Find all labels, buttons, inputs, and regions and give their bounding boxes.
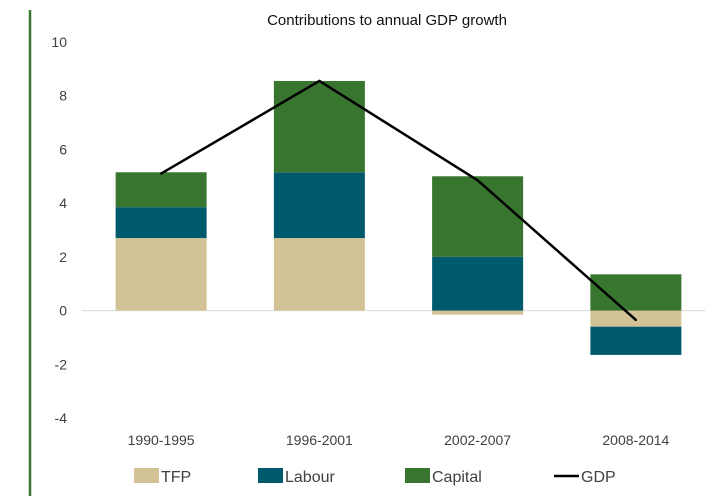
bar-tfp-2002-2007 [432, 310, 524, 315]
y-tick-label: 2 [59, 249, 67, 265]
point-gdp-2002-2007 [476, 179, 479, 182]
legend-swatch-labour [258, 468, 283, 483]
bar-labour-2008-2014 [590, 326, 682, 355]
bar-labour-1990-1995 [115, 207, 207, 239]
x-tick-label: 2002-2007 [444, 432, 511, 448]
y-axis-ticks: -4 -2 0 2 4 6 8 10 [51, 34, 67, 426]
legend-swatch-tfp [134, 468, 159, 483]
bar-capital-1996-2001 [273, 80, 365, 173]
x-tick-label: 1990-1995 [128, 432, 195, 448]
x-tick-label: 2008-2014 [602, 432, 669, 448]
point-gdp-2008-2014 [634, 318, 638, 322]
chart-title: Contributions to annual GDP growth [267, 12, 507, 29]
y-tick-label: 4 [59, 195, 67, 211]
y-tick-label: 0 [59, 303, 67, 319]
line-gdp [160, 79, 637, 321]
bar-labour-2002-2007 [432, 256, 524, 311]
legend: TFP Labour Capital GDP [134, 468, 616, 486]
y-tick-label: 6 [59, 141, 67, 157]
bar-labour-1996-2001 [273, 172, 365, 239]
bar-tfp-1996-2001 [273, 238, 365, 311]
bar-capital-2002-2007 [432, 176, 524, 257]
point-gdp-1990-1995 [159, 172, 163, 175]
y-tick-label: 10 [51, 34, 67, 50]
y-tick-label: -2 [55, 356, 68, 372]
legend-label-gdp: GDP [581, 469, 616, 486]
legend-label-capital: Capital [432, 469, 482, 486]
y-tick-label: 8 [59, 88, 67, 104]
x-axis-ticks: 1990-1995 1996-2001 2002-2007 2008-2014 [128, 432, 670, 448]
y-tick-label: -4 [55, 410, 68, 426]
legend-swatch-capital [405, 468, 430, 483]
legend-label-labour: Labour [285, 469, 335, 486]
point-gdp-1996-2001 [318, 79, 321, 83]
gdp-line-series [159, 79, 638, 322]
legend-label-tfp: TFP [161, 469, 191, 486]
bar-stacks [115, 80, 682, 355]
x-tick-label: 1996-2001 [286, 432, 353, 448]
bar-tfp-1990-1995 [115, 238, 207, 311]
bar-capital-1990-1995 [115, 172, 207, 208]
